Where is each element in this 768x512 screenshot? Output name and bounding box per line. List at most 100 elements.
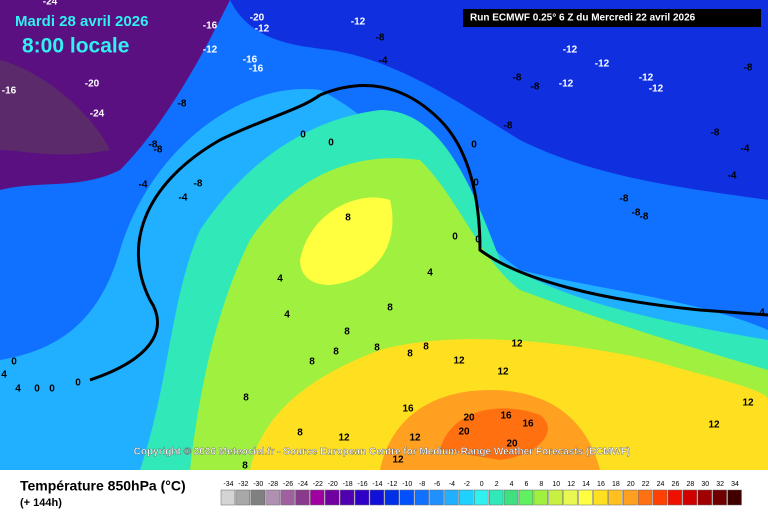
contour-label: 20	[506, 439, 518, 450]
footer-step: (+ 144h)	[20, 497, 62, 509]
legend-tick: 8	[539, 481, 543, 488]
legend-cell	[682, 489, 698, 506]
legend-cell	[459, 489, 474, 506]
contour-label: -16	[2, 86, 17, 97]
time: 8:00 locale	[22, 35, 129, 58]
legend-tick: 32	[716, 481, 724, 488]
contour-label: -4	[728, 171, 737, 182]
contour-label: 12	[453, 356, 465, 367]
cold-core	[0, 60, 110, 155]
contour-label: -12	[649, 84, 664, 95]
contour-label: -16	[203, 21, 218, 32]
legend-tick: -12	[387, 481, 397, 488]
contour-label: 12	[392, 455, 404, 466]
legend-cell	[310, 489, 325, 506]
legend-cell	[354, 489, 370, 506]
legend-cell	[637, 489, 653, 506]
contour-label: 8	[344, 327, 350, 338]
legend-tick: 0	[480, 481, 484, 488]
contour-label: -4	[139, 180, 148, 191]
contour-label: 0	[49, 384, 55, 395]
legend-tick: 26	[672, 481, 680, 488]
legend-tick: -6	[434, 481, 440, 488]
contour-label: -12	[351, 17, 366, 28]
legend-cell	[384, 489, 400, 506]
contour-label: -4	[179, 193, 188, 204]
contour-label: 4	[427, 268, 433, 279]
legend-tick: 20	[627, 481, 635, 488]
contour-label: -4	[379, 56, 388, 67]
contour-label: 16	[522, 419, 534, 430]
contour-label: -8	[504, 121, 513, 132]
legend-tick: 14	[582, 481, 590, 488]
contour-label: 8	[387, 303, 393, 314]
legend-cell	[533, 489, 549, 506]
contour-label: -12	[639, 73, 654, 84]
contour-label: 16	[500, 411, 512, 422]
legend-cell	[474, 489, 489, 506]
legend-tick: 30	[701, 481, 709, 488]
legend-cell	[578, 489, 593, 506]
legend-tick: -32	[238, 481, 248, 488]
legend-cell	[697, 489, 712, 506]
zero-isotherm	[89, 84, 768, 382]
contour-label: 0	[452, 232, 458, 243]
contour-label: 4	[284, 310, 290, 321]
legend-tick: -16	[357, 481, 367, 488]
legend-cell	[369, 489, 385, 506]
contour-label: 4	[15, 384, 21, 395]
contour-label: -8	[513, 73, 522, 84]
contour-label: 4	[759, 308, 765, 319]
legend-cell	[593, 489, 608, 506]
contour-label: -12	[203, 45, 218, 56]
legend-cell	[548, 489, 563, 506]
contour-label: 12	[742, 398, 754, 409]
contour-label: -8	[640, 212, 649, 223]
legend-cell	[429, 489, 444, 506]
contour-label: 12	[511, 339, 523, 350]
contour-label: 8	[345, 213, 351, 224]
contour-label: -8	[711, 128, 720, 139]
date: Mardi 28 avril 2026	[15, 13, 148, 30]
legend-tick: -4	[449, 481, 455, 488]
contour-label: -24	[90, 109, 105, 120]
contour-label: -24	[43, 0, 58, 8]
contour-label: 0	[475, 235, 481, 246]
run-info: Run ECMWF 0.25° 6 Z du Mercredi 22 avril…	[470, 13, 696, 24]
contour-label: -20	[250, 13, 265, 24]
legend-tick: 28	[686, 481, 694, 488]
contour-label: -8	[632, 208, 641, 219]
contour-label: -16	[243, 55, 258, 66]
contour-label: 12	[708, 420, 720, 431]
contour-label: 12	[338, 433, 350, 444]
contour-label: -16	[249, 64, 264, 75]
contour-label: -12	[563, 45, 578, 56]
legend-cell	[488, 489, 504, 506]
contour-label: 0	[11, 357, 17, 368]
contour-label: 8	[243, 393, 249, 404]
legend-tick: 22	[642, 481, 650, 488]
legend-cell	[325, 489, 340, 506]
run-box	[463, 9, 761, 27]
legend-tick: 10	[552, 481, 560, 488]
contour-label: 8	[407, 349, 413, 360]
hot-area	[440, 408, 548, 460]
legend-tick: -2	[464, 481, 470, 488]
contour-label: 0	[328, 138, 334, 149]
legend-cell	[414, 489, 429, 506]
legend-tick: -24	[298, 481, 308, 488]
contour-label: -8	[194, 179, 203, 190]
legend-tick: -22	[313, 481, 323, 488]
contour-label: -8	[744, 63, 753, 74]
legend-tick: 6	[524, 481, 528, 488]
contour-label: 8	[333, 347, 339, 358]
legend-cell	[608, 489, 623, 506]
contour-label: 4	[1, 370, 7, 381]
legend-cell	[399, 489, 414, 506]
contour-label: 8	[374, 343, 380, 354]
legend-tick: -10	[402, 481, 412, 488]
contour-label: 8	[309, 357, 315, 368]
contour-label: -8	[376, 33, 385, 44]
legend-tick: -20	[328, 481, 338, 488]
